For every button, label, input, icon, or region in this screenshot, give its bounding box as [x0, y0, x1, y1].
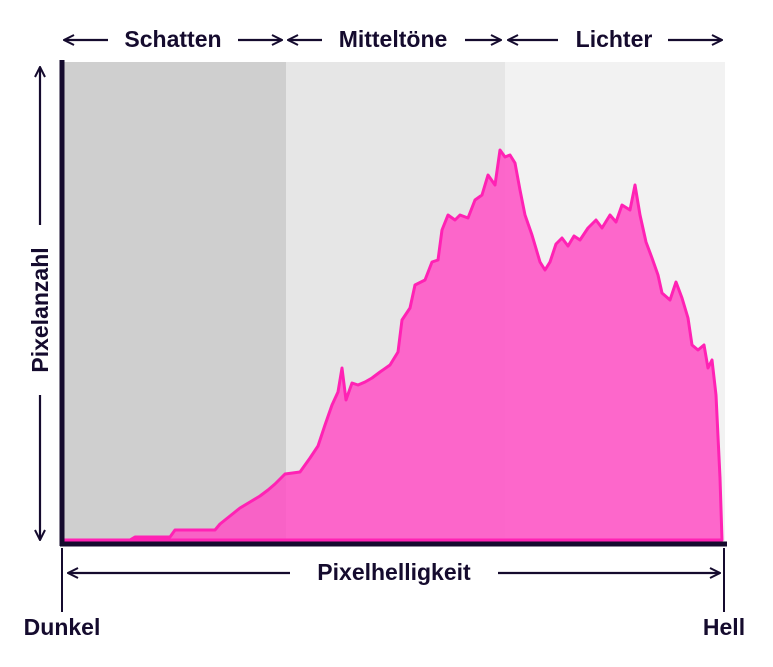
x-start-label: Dunkel [24, 614, 101, 640]
histogram-shape [62, 148, 724, 542]
x-axis-label: Pixelhelligkeit [317, 559, 471, 585]
x-end-label: Hell [703, 614, 745, 640]
y-axis-label: Pixelanzahl [27, 247, 53, 372]
shadows-zone [62, 62, 286, 543]
zone-label: Schatten [124, 26, 221, 52]
zone-label: Lichter [576, 26, 653, 52]
zone-label: Mitteltöne [339, 26, 448, 52]
